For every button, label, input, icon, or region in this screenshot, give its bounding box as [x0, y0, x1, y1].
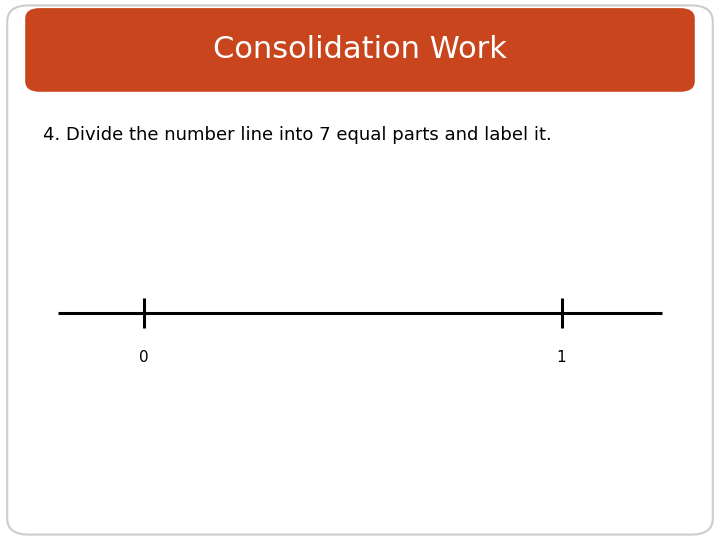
Text: 4. Divide the number line into 7 equal parts and label it.: 4. Divide the number line into 7 equal p… — [43, 126, 552, 144]
FancyBboxPatch shape — [7, 5, 713, 535]
FancyBboxPatch shape — [25, 8, 695, 92]
Text: 1: 1 — [557, 350, 567, 364]
Text: Consolidation Work: Consolidation Work — [213, 36, 507, 64]
Text: 0: 0 — [139, 350, 149, 364]
